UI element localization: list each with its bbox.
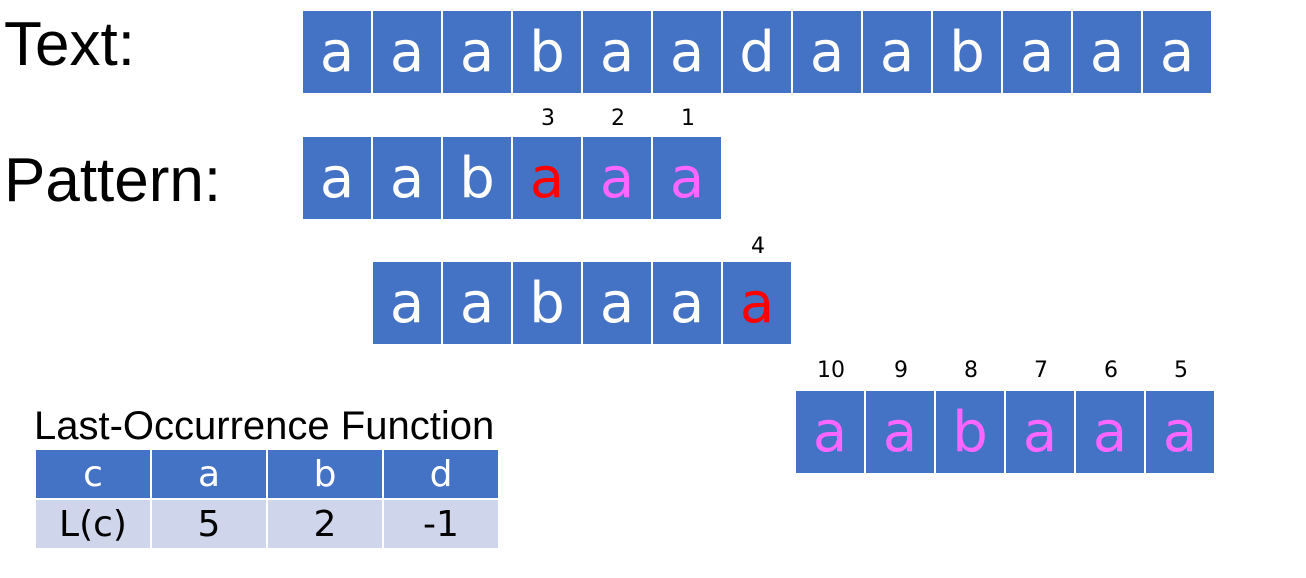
pattern-cell-match: a [1076,391,1144,473]
pattern-cell-match: a [583,137,651,219]
step-number [373,106,443,131]
step-number [443,234,513,259]
pattern3-step-numbers: 10 9 8 7 6 5 [796,358,1216,383]
pattern-cell: a [583,262,651,344]
pattern3-row: a a b a a a [796,391,1216,473]
pattern-cell-match: a [1006,391,1074,473]
table-header-cell: c [34,448,152,500]
step-number: 10 [817,358,845,383]
pattern-cell: a [373,137,441,219]
table-cell: 5 [150,498,268,550]
pattern-cell: a [373,262,441,344]
pattern-cell-match: a [653,137,721,219]
pattern-cell-match: a [1146,391,1214,473]
step-number [513,234,583,259]
table-header-cell: b [266,448,384,500]
last-occurrence-table: c a b d L(c) 5 2 -1 [34,448,500,550]
step-number [303,106,373,131]
text-cell: a [863,11,931,93]
step-number: 6 [1104,358,1118,383]
text-cell: a [583,11,651,93]
table-header-cell: a [150,448,268,500]
step-number: 5 [1174,358,1188,383]
pattern-cell: a [443,262,511,344]
pattern-cell-mismatch: a [723,262,791,344]
text-cell: a [1143,11,1211,93]
text-cell: a [653,11,721,93]
table-row: L(c) 5 2 -1 [34,498,500,550]
pattern-cell-mismatch: a [513,137,581,219]
pattern-cell: b [443,137,511,219]
step-number [443,106,513,131]
pattern-cell: a [653,262,721,344]
table-header-cell: d [382,448,500,500]
text-cell: a [1073,11,1141,93]
pattern1-row: a a b a a a [303,137,723,219]
pattern-cell-match: a [866,391,934,473]
text-cell: b [933,11,1001,93]
text-cell: a [303,11,371,93]
step-number [583,234,653,259]
pattern-cell: a [303,137,371,219]
table-cell: L(c) [34,498,152,550]
text-cell: a [443,11,511,93]
text-cell: b [513,11,581,93]
pattern-cell-match: b [936,391,1004,473]
table-cell: 2 [266,498,384,550]
text-cell: a [1003,11,1071,93]
step-number: 3 [541,106,555,131]
step-number: 9 [894,358,908,383]
last-occurrence-title: Last-Occurrence Function [34,404,495,448]
text-row: a a a b a a d a a b a a a [303,11,1213,93]
step-number [373,234,443,259]
text-cell: a [793,11,861,93]
step-number: 7 [1034,358,1048,383]
step-number: 8 [964,358,978,383]
pattern2-step-numbers: 4 [373,234,793,259]
step-number: 4 [751,234,765,259]
step-number: 2 [611,106,625,131]
table-header-row: c a b d [34,448,500,500]
text-label: Text: [4,10,135,79]
pattern2-row: a a b a a a [373,262,793,344]
text-cell: a [373,11,441,93]
table-cell: -1 [382,498,500,550]
step-number [653,234,723,259]
text-cell: d [723,11,791,93]
pattern1-step-numbers: 3 2 1 [303,106,723,131]
pattern-cell-match: a [796,391,864,473]
pattern-cell: b [513,262,581,344]
pattern-label: Pattern: [4,146,222,215]
step-number: 1 [681,106,695,131]
